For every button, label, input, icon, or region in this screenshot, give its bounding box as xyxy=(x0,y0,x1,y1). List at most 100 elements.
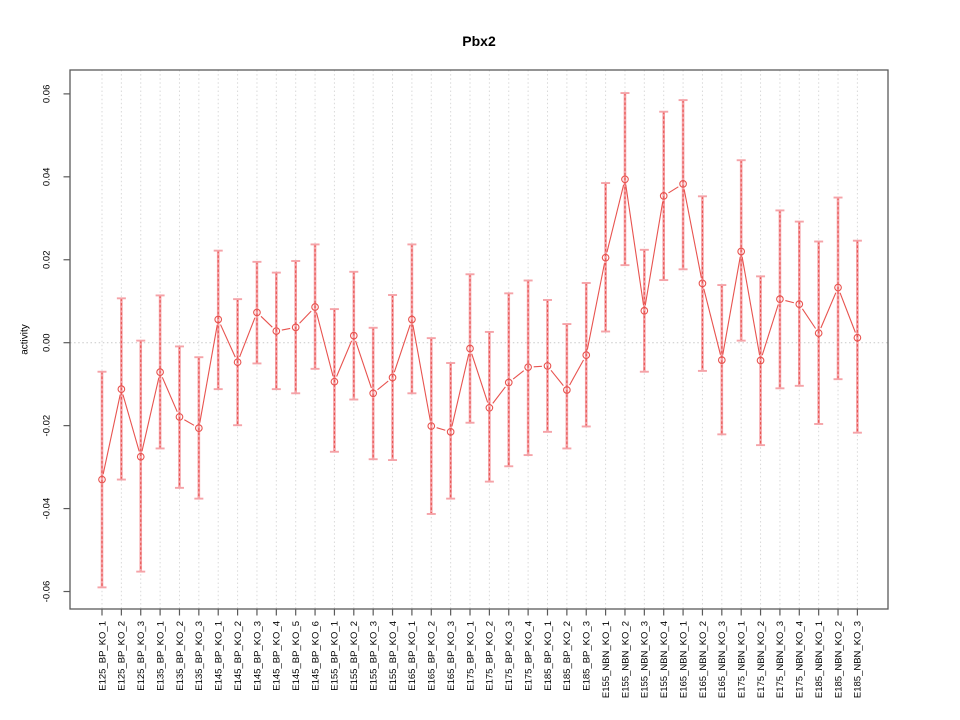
data-point xyxy=(311,303,319,311)
series-segment xyxy=(299,310,312,324)
x-category-label: E135_BP_KO_3 xyxy=(194,621,205,691)
data-point xyxy=(291,323,300,332)
series-line xyxy=(102,184,856,475)
x-category-label: E185_NBN_KO_2 xyxy=(833,621,844,698)
x-category-label: E145_BP_KO_4 xyxy=(272,621,283,691)
series-segment xyxy=(355,340,372,389)
series-segment xyxy=(785,300,795,304)
data-point xyxy=(98,475,106,484)
x-category-label: E185_BP_KO_1 xyxy=(543,621,554,691)
x-category-label: E165_NBN_KO_3 xyxy=(717,621,728,698)
series-segment xyxy=(102,394,121,475)
data-point xyxy=(756,356,765,365)
series-segment xyxy=(184,419,195,426)
x-category-label: E125_BP_KO_3 xyxy=(136,621,147,691)
data-point xyxy=(795,300,804,308)
data-point xyxy=(504,378,513,387)
series-segment xyxy=(606,184,625,253)
series-segment xyxy=(122,394,140,452)
data-point xyxy=(640,306,649,315)
series-segment xyxy=(550,369,564,386)
data-point xyxy=(485,403,494,412)
x-category-label: E155_NBN_KO_3 xyxy=(640,621,651,698)
data-point xyxy=(272,327,281,335)
x-category-label: E125_BP_KO_1 xyxy=(97,621,108,691)
series-segment xyxy=(141,377,160,452)
series-segment xyxy=(315,312,334,377)
x-category-label: E155_NBN_KO_4 xyxy=(659,621,670,698)
series-segment xyxy=(703,288,721,355)
y-tick-label: 0.04 xyxy=(41,168,52,187)
x-category-label: E155_NBN_KO_2 xyxy=(620,621,631,698)
data-point xyxy=(659,192,668,200)
x-category-label: E175_BP_KO_2 xyxy=(485,621,496,691)
series-segment xyxy=(741,256,761,356)
data-point xyxy=(427,422,436,430)
data-point xyxy=(446,428,455,436)
series-segment xyxy=(436,427,446,431)
data-point xyxy=(136,452,145,461)
series-segment xyxy=(260,315,273,328)
x-category-label: E155_BP_KO_3 xyxy=(368,621,379,691)
x-category-label: E165_NBN_KO_1 xyxy=(678,621,689,698)
data-point xyxy=(466,344,474,353)
x-category-label: E155_BP_KO_4 xyxy=(388,621,399,691)
x-category-label: E165_BP_KO_1 xyxy=(407,621,418,691)
y-tick-label: 0.02 xyxy=(41,251,52,270)
data-point xyxy=(524,363,532,372)
series-segment xyxy=(471,353,489,403)
y-tick-label: -0.02 xyxy=(41,415,52,437)
data-points xyxy=(98,175,862,484)
data-point xyxy=(330,377,339,386)
x-category-label: E145_BP_KO_2 xyxy=(233,621,244,691)
data-point xyxy=(621,175,629,184)
x-category-label: E185_NBN_KO_3 xyxy=(853,621,864,698)
x-category-label: E155_NBN_KO_1 xyxy=(601,621,612,698)
series-segment xyxy=(533,365,542,368)
x-category-labels: E125_BP_KO_1 E125_BP_KO_2 E125_BP_KO_3 E135… xyxy=(97,621,863,698)
gridlines xyxy=(70,70,888,609)
series-segment xyxy=(492,386,506,404)
x-category-label: E175_BP_KO_1 xyxy=(465,621,476,691)
x-category-label: E185_NBN_KO_1 xyxy=(814,621,825,698)
chart-title: Pbx2 xyxy=(462,33,496,49)
x-category-label: E175_NBN_KO_4 xyxy=(795,621,806,698)
x-category-label: E165_BP_KO_3 xyxy=(446,621,457,691)
series-segment xyxy=(512,370,525,380)
data-point xyxy=(194,424,203,432)
data-point xyxy=(717,356,726,364)
series-segment xyxy=(625,184,645,306)
data-point xyxy=(175,413,184,421)
x-category-label: E185_BP_KO_2 xyxy=(562,621,573,691)
error-bars xyxy=(97,92,862,589)
series-segment xyxy=(161,377,178,413)
x-category-label: E155_BP_KO_2 xyxy=(349,621,360,691)
data-point xyxy=(853,333,862,342)
y-tick-labels: 0.06 0.04 0.02 0.00 -0.02 -0.04 -0.06 xyxy=(41,85,52,603)
series-segment xyxy=(336,340,353,377)
x-category-label: E165_NBN_KO_2 xyxy=(698,621,709,698)
series-segment xyxy=(761,304,779,356)
y-tick-label: -0.06 xyxy=(41,581,52,603)
data-point xyxy=(253,308,261,317)
x-category-label: E135_BP_KO_1 xyxy=(155,621,166,691)
series-segment xyxy=(239,317,256,358)
series-segment xyxy=(801,308,817,329)
series-segment xyxy=(393,324,411,373)
data-point xyxy=(349,331,358,340)
data-point xyxy=(543,362,552,370)
data-point xyxy=(582,351,591,359)
y-tick-label: 0.06 xyxy=(41,85,52,104)
data-point xyxy=(601,253,610,262)
x-category-label: E175_BP_KO_3 xyxy=(504,621,515,691)
series-segment xyxy=(220,324,236,358)
x-category-label: E145_BP_KO_3 xyxy=(252,621,263,691)
x-category-label: E175_NBN_KO_3 xyxy=(775,621,786,698)
series-segment xyxy=(644,201,664,306)
x-category-label: E145_BP_KO_5 xyxy=(291,621,302,691)
data-point xyxy=(369,389,378,398)
x-category-label: E185_BP_KO_3 xyxy=(582,621,593,691)
series-segment xyxy=(377,380,389,391)
data-point xyxy=(737,247,746,256)
